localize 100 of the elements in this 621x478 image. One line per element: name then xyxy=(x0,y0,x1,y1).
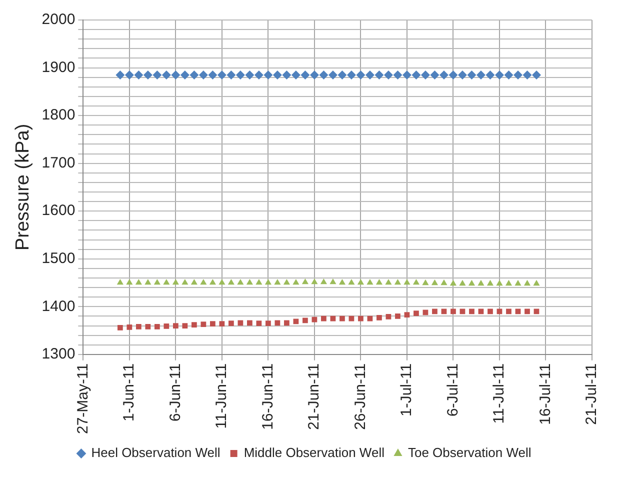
point xyxy=(180,70,190,80)
point xyxy=(505,280,512,286)
point xyxy=(366,278,374,285)
x-tick-label: 6-Jul-11 xyxy=(444,363,462,417)
x-tick-label: 1-Jul-11 xyxy=(398,363,416,417)
point xyxy=(238,320,244,326)
point xyxy=(321,316,326,322)
point xyxy=(116,278,124,285)
point xyxy=(246,278,253,285)
point xyxy=(264,70,273,80)
point xyxy=(228,320,234,326)
point xyxy=(441,308,447,314)
point xyxy=(432,308,438,314)
point xyxy=(338,278,346,285)
point xyxy=(154,324,160,330)
point xyxy=(274,320,280,326)
point xyxy=(182,323,188,328)
legend-label: Heel Observation Well xyxy=(91,445,220,460)
point xyxy=(468,280,476,286)
point xyxy=(208,70,218,80)
point xyxy=(356,70,366,80)
point xyxy=(171,70,180,80)
point xyxy=(143,70,152,80)
x-tick-label: 21-Jun-11 xyxy=(306,363,323,430)
point xyxy=(228,278,234,285)
point xyxy=(532,70,541,80)
point xyxy=(533,280,540,286)
point xyxy=(459,280,466,286)
point xyxy=(458,70,467,80)
point xyxy=(494,70,504,80)
y-tick-label: 1900 xyxy=(42,58,76,76)
point xyxy=(292,278,300,285)
point xyxy=(117,324,123,330)
point xyxy=(282,70,292,80)
point xyxy=(302,278,308,284)
point xyxy=(144,278,152,285)
point xyxy=(478,308,484,314)
point xyxy=(420,70,430,80)
y-tick-label: 1700 xyxy=(42,154,76,172)
point xyxy=(357,278,364,285)
point xyxy=(488,308,493,314)
point xyxy=(515,308,521,314)
point xyxy=(448,70,458,80)
point xyxy=(374,70,384,80)
point xyxy=(136,324,142,330)
point xyxy=(346,70,356,80)
point xyxy=(154,278,160,285)
point xyxy=(402,70,412,80)
point xyxy=(126,278,133,285)
point xyxy=(311,278,318,284)
point xyxy=(367,316,373,322)
point xyxy=(190,70,199,80)
x-tick-label: 26-Jun-11 xyxy=(352,363,369,430)
point xyxy=(496,308,502,314)
point xyxy=(198,70,208,80)
point xyxy=(218,278,226,285)
point xyxy=(348,278,355,285)
point xyxy=(385,278,392,285)
point xyxy=(422,279,429,286)
point xyxy=(274,278,281,285)
point xyxy=(450,308,456,314)
point xyxy=(506,308,512,314)
y-tick-label: 1500 xyxy=(42,250,76,268)
point xyxy=(404,312,410,318)
x-tick-label: 1-Jun-11 xyxy=(120,363,138,422)
point xyxy=(135,278,142,285)
point xyxy=(192,322,197,328)
point xyxy=(152,70,162,80)
point xyxy=(486,70,495,80)
y-tick-label: 2000 xyxy=(42,11,76,28)
point xyxy=(439,70,448,80)
point xyxy=(469,308,474,314)
point xyxy=(524,280,531,286)
x-tick-label: 11-Jun-11 xyxy=(213,363,230,429)
point xyxy=(478,280,484,286)
point xyxy=(330,316,336,322)
point xyxy=(534,308,540,314)
x-tick-label: 6-Jun-11 xyxy=(166,363,184,422)
point xyxy=(365,70,374,80)
point xyxy=(340,316,345,322)
point xyxy=(358,316,364,322)
x-tick-label: 11-Jul-11 xyxy=(490,363,508,424)
point xyxy=(219,321,225,327)
point xyxy=(200,322,206,328)
point xyxy=(283,278,290,285)
point xyxy=(124,70,134,80)
point xyxy=(163,278,170,285)
point xyxy=(200,278,207,285)
point xyxy=(237,278,244,285)
point xyxy=(190,278,198,285)
point xyxy=(430,70,440,80)
point xyxy=(422,310,428,316)
point xyxy=(404,278,410,285)
point xyxy=(376,278,383,285)
point xyxy=(328,70,338,80)
point xyxy=(182,278,188,285)
point xyxy=(272,70,282,80)
point xyxy=(431,279,438,286)
point xyxy=(348,316,354,322)
point xyxy=(376,314,382,320)
